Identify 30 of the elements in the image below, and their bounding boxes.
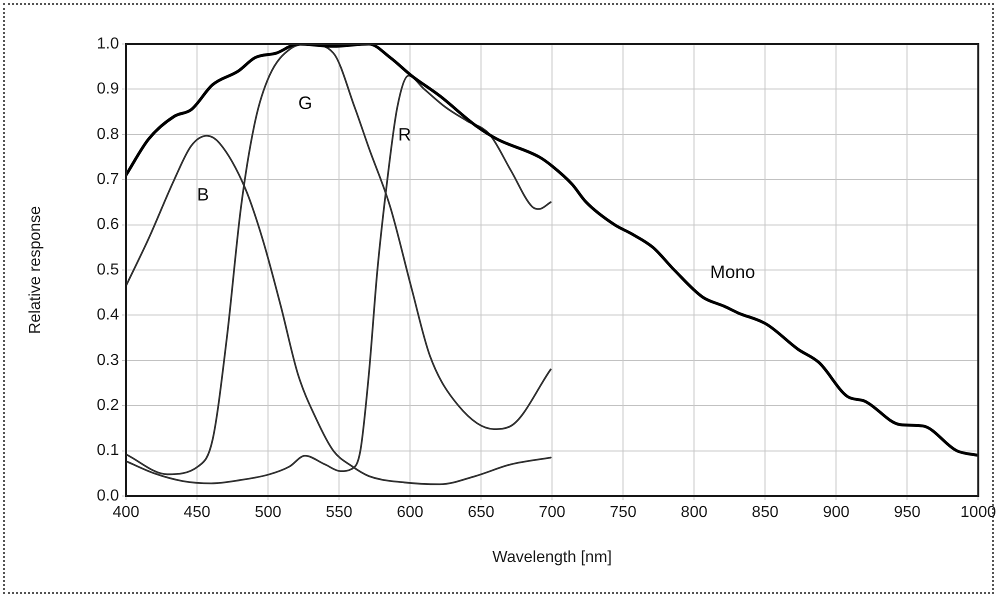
y-tick-label: 0.8	[96, 126, 120, 143]
x-tick-label: 1000	[960, 504, 996, 522]
y-tick-label: 0.5	[96, 261, 120, 278]
x-tick-label: 450	[184, 504, 210, 522]
y-tick-label: 0.3	[96, 352, 120, 369]
x-tick-label: 600	[396, 504, 424, 522]
y-tick-label: 0.0	[96, 487, 120, 504]
x-tick-label: 950	[894, 504, 921, 522]
x-tick-label: 850	[752, 504, 779, 522]
y-tick-label: 0.6	[96, 216, 120, 234]
x-tick-label: 800	[680, 504, 708, 522]
x-tick-label: 750	[610, 504, 637, 522]
x-tick-label: 550	[326, 504, 352, 522]
x-tick-label: 900	[822, 504, 850, 522]
y-tick-label: 0.7	[96, 171, 120, 188]
series-label: R	[398, 124, 412, 145]
y-tick-label: 0.2	[96, 397, 120, 414]
y-tick-label: 0.4	[96, 306, 120, 324]
y-tick-label: 0.9	[96, 80, 120, 98]
y-tick-label: 1.0	[96, 35, 120, 52]
x-tick-label: 700	[538, 504, 566, 522]
y-axis-title: Relative response	[27, 206, 44, 334]
series-label: G	[298, 92, 312, 113]
series-label: B	[196, 184, 209, 205]
y-tick-label: 0.1	[96, 442, 120, 460]
x-tick-label: 500	[254, 504, 282, 522]
x-axis-title: Wavelength [nm]	[492, 548, 612, 566]
x-tick-label: 400	[112, 504, 140, 522]
series-label: Mono	[710, 262, 756, 282]
x-tick-label: 650	[468, 504, 495, 522]
